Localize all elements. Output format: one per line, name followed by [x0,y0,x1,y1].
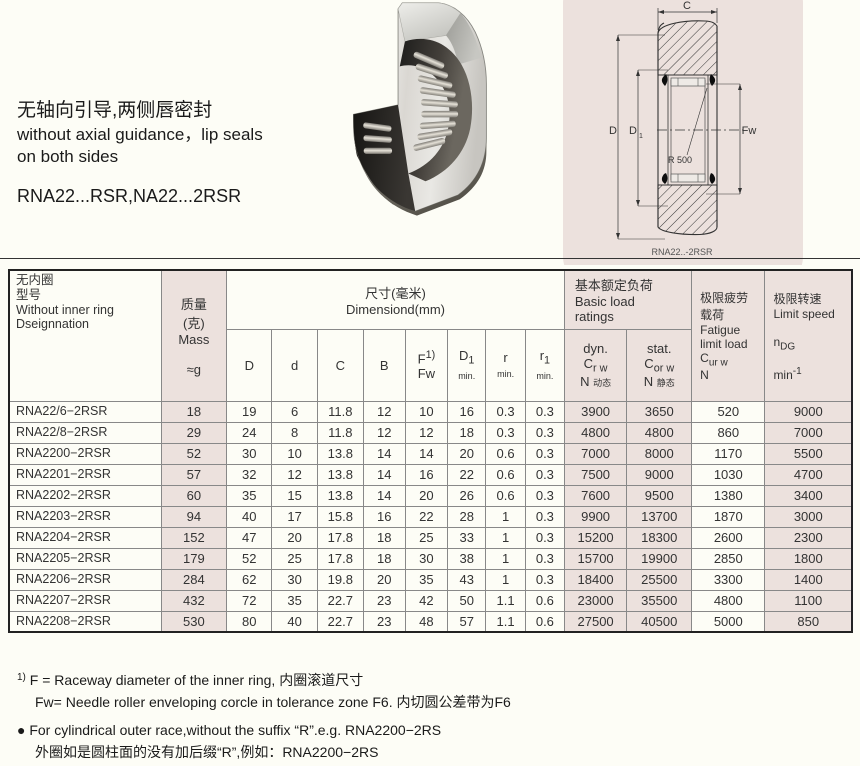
svg-text:C: C [683,0,691,12]
svg-text:1: 1 [639,133,643,140]
svg-text:D: D [609,125,617,137]
svg-text:Fw: Fw [742,125,757,137]
svg-text:RNA22..-2RSR: RNA22..-2RSR [651,247,713,257]
svg-text:D: D [629,125,637,137]
svg-text:R 500: R 500 [668,155,692,165]
